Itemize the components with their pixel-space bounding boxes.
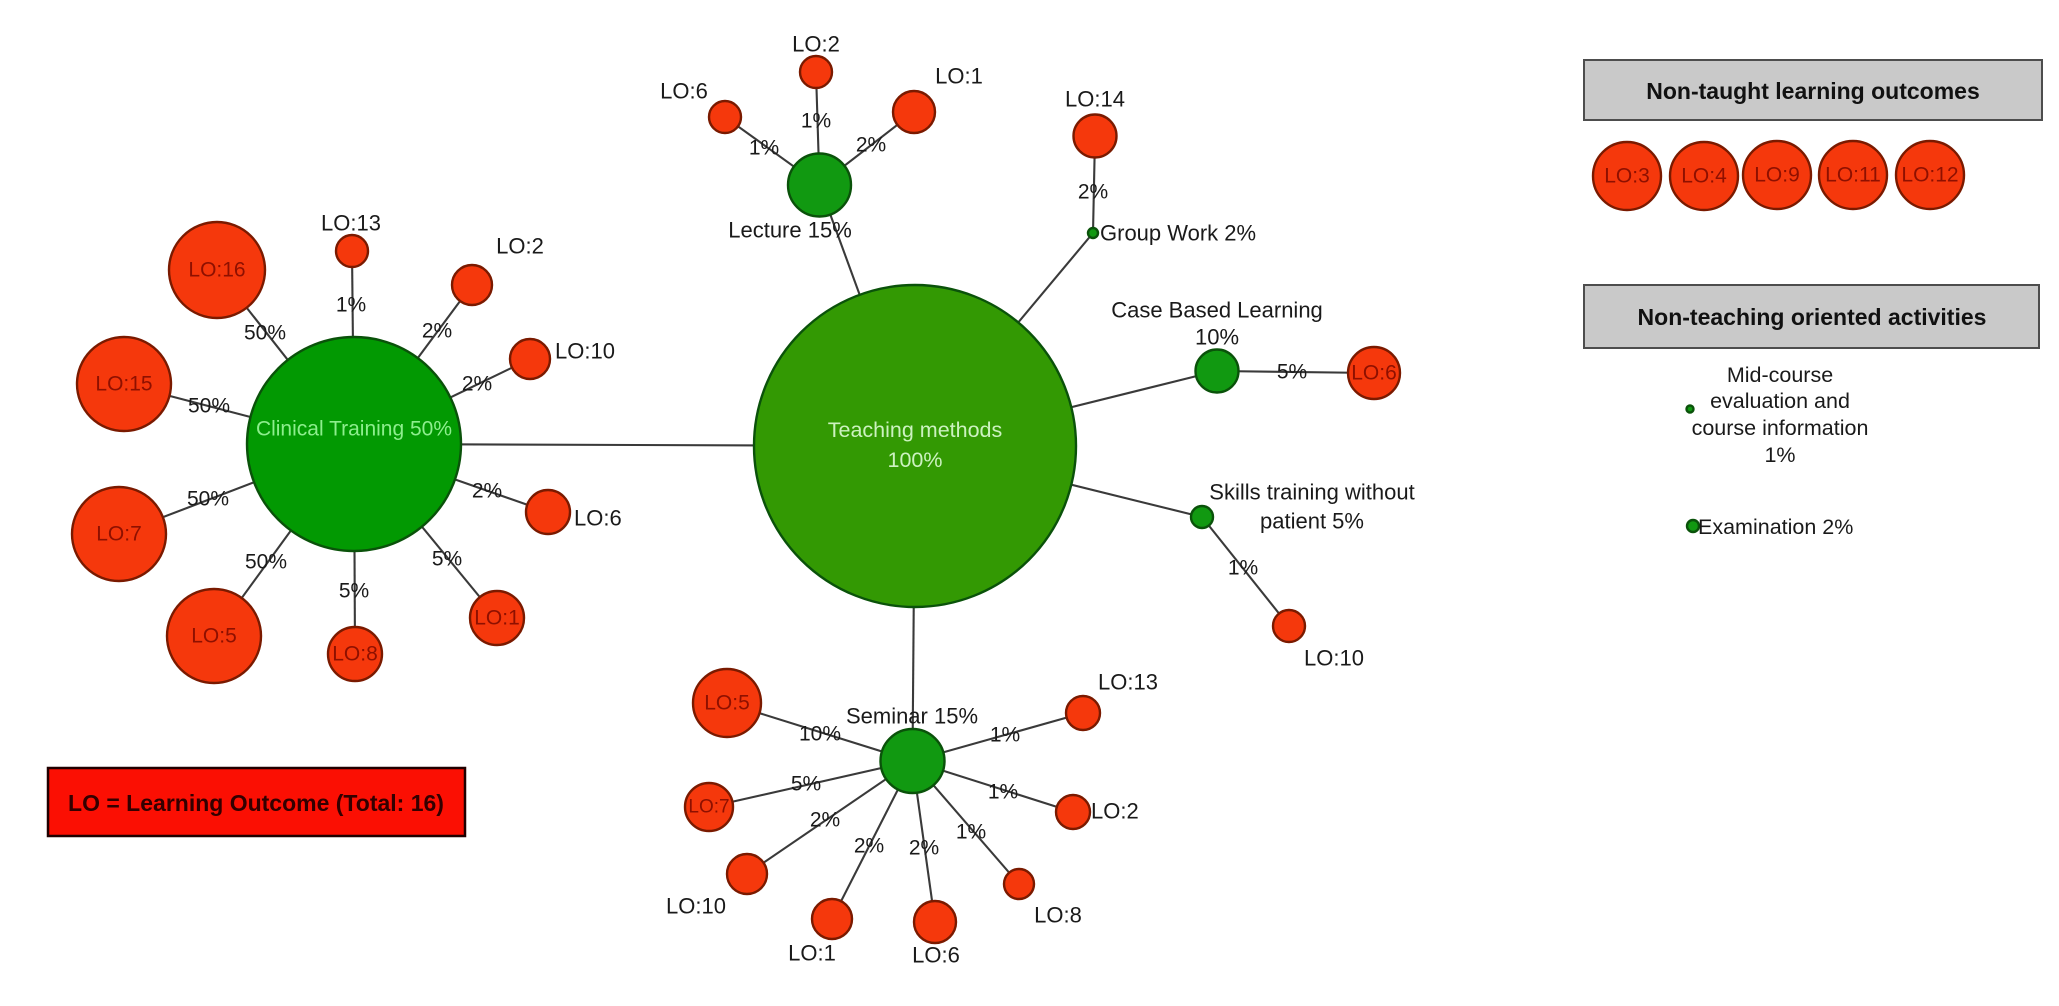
svg-text:2%: 2% — [422, 320, 452, 343]
svg-text:Teaching methods: Teaching methods — [828, 418, 1003, 442]
svg-text:2%: 2% — [909, 837, 939, 860]
svg-text:course information: course information — [1692, 416, 1869, 440]
svg-text:1%: 1% — [956, 821, 986, 844]
svg-text:10%: 10% — [799, 723, 841, 746]
svg-text:LO:4: LO:4 — [1681, 165, 1727, 188]
svg-text:5%: 5% — [1277, 361, 1307, 384]
svg-text:2%: 2% — [854, 835, 884, 858]
svg-text:LO:3: LO:3 — [1604, 165, 1650, 188]
svg-text:LO:10: LO:10 — [666, 894, 726, 919]
svg-text:Seminar 15%: Seminar 15% — [846, 704, 978, 729]
svg-text:LO:16: LO:16 — [188, 259, 245, 282]
svg-text:LO:12: LO:12 — [1901, 164, 1958, 187]
svg-text:LO:6: LO:6 — [574, 506, 622, 531]
svg-text:LO:1: LO:1 — [788, 941, 836, 966]
svg-text:50%: 50% — [187, 488, 229, 511]
svg-text:2%: 2% — [462, 373, 492, 396]
svg-text:LO:7: LO:7 — [688, 797, 729, 818]
svg-text:evaluation and: evaluation and — [1710, 389, 1850, 413]
svg-text:LO:13: LO:13 — [321, 211, 381, 236]
svg-text:5%: 5% — [432, 548, 462, 571]
svg-text:Examination 2%: Examination 2% — [1698, 515, 1853, 539]
svg-text:1%: 1% — [1228, 557, 1258, 580]
svg-text:patient 5%: patient 5% — [1260, 509, 1364, 534]
svg-text:10%: 10% — [1195, 325, 1239, 350]
svg-text:LO:11: LO:11 — [1825, 164, 1881, 187]
svg-text:1%: 1% — [336, 294, 366, 317]
svg-text:LO:5: LO:5 — [191, 625, 237, 648]
svg-text:LO:10: LO:10 — [1304, 646, 1364, 671]
svg-text:LO:13: LO:13 — [1098, 670, 1158, 695]
svg-text:50%: 50% — [245, 551, 287, 574]
svg-text:LO:14: LO:14 — [1065, 87, 1125, 112]
svg-text:LO:8: LO:8 — [1034, 903, 1082, 928]
svg-text:50%: 50% — [244, 322, 286, 345]
svg-text:5%: 5% — [791, 773, 821, 796]
svg-text:1%: 1% — [749, 137, 779, 160]
svg-text:1%: 1% — [1764, 443, 1795, 467]
svg-text:LO:1: LO:1 — [935, 64, 983, 89]
svg-text:2%: 2% — [1078, 181, 1108, 204]
svg-text:1%: 1% — [801, 110, 831, 133]
svg-text:LO:9: LO:9 — [1754, 164, 1800, 187]
svg-text:Skills training without: Skills training without — [1209, 480, 1414, 505]
svg-text:2%: 2% — [856, 134, 886, 157]
svg-text:LO:1: LO:1 — [474, 607, 520, 630]
svg-text:LO:2: LO:2 — [1091, 799, 1139, 824]
svg-text:5%: 5% — [339, 580, 369, 603]
svg-text:LO:6: LO:6 — [912, 943, 960, 968]
svg-text:Clinical Training 50%: Clinical Training 50% — [256, 418, 452, 441]
svg-text:LO:5: LO:5 — [704, 692, 750, 715]
svg-text:LO:6: LO:6 — [660, 79, 708, 104]
svg-text:2%: 2% — [472, 480, 502, 503]
svg-text:LO:15: LO:15 — [95, 373, 152, 396]
svg-text:Mid-course: Mid-course — [1727, 363, 1833, 387]
svg-text:Non-teaching oriented activiti: Non-teaching oriented activities — [1638, 304, 1987, 330]
svg-text:50%: 50% — [188, 395, 230, 418]
svg-text:LO:2: LO:2 — [496, 234, 544, 259]
svg-text:Lecture 15%: Lecture 15% — [728, 218, 852, 243]
svg-text:Case Based Learning: Case Based Learning — [1111, 298, 1323, 323]
svg-text:1%: 1% — [990, 724, 1020, 747]
svg-text:Non-taught learning outcomes: Non-taught learning outcomes — [1646, 78, 1980, 104]
svg-text:100%: 100% — [888, 448, 943, 472]
svg-text:LO:6: LO:6 — [1351, 362, 1397, 385]
svg-text:1%: 1% — [988, 781, 1018, 804]
svg-text:LO:7: LO:7 — [96, 523, 142, 546]
svg-text:LO:10: LO:10 — [555, 339, 615, 364]
svg-text:2%: 2% — [810, 809, 840, 832]
svg-text:Group Work 2%: Group Work 2% — [1100, 221, 1256, 246]
svg-text:LO:2: LO:2 — [792, 32, 840, 57]
svg-text:LO:8: LO:8 — [332, 643, 378, 666]
svg-text:LO = Learning Outcome (Total:: LO = Learning Outcome (Total: 16) — [68, 790, 444, 816]
